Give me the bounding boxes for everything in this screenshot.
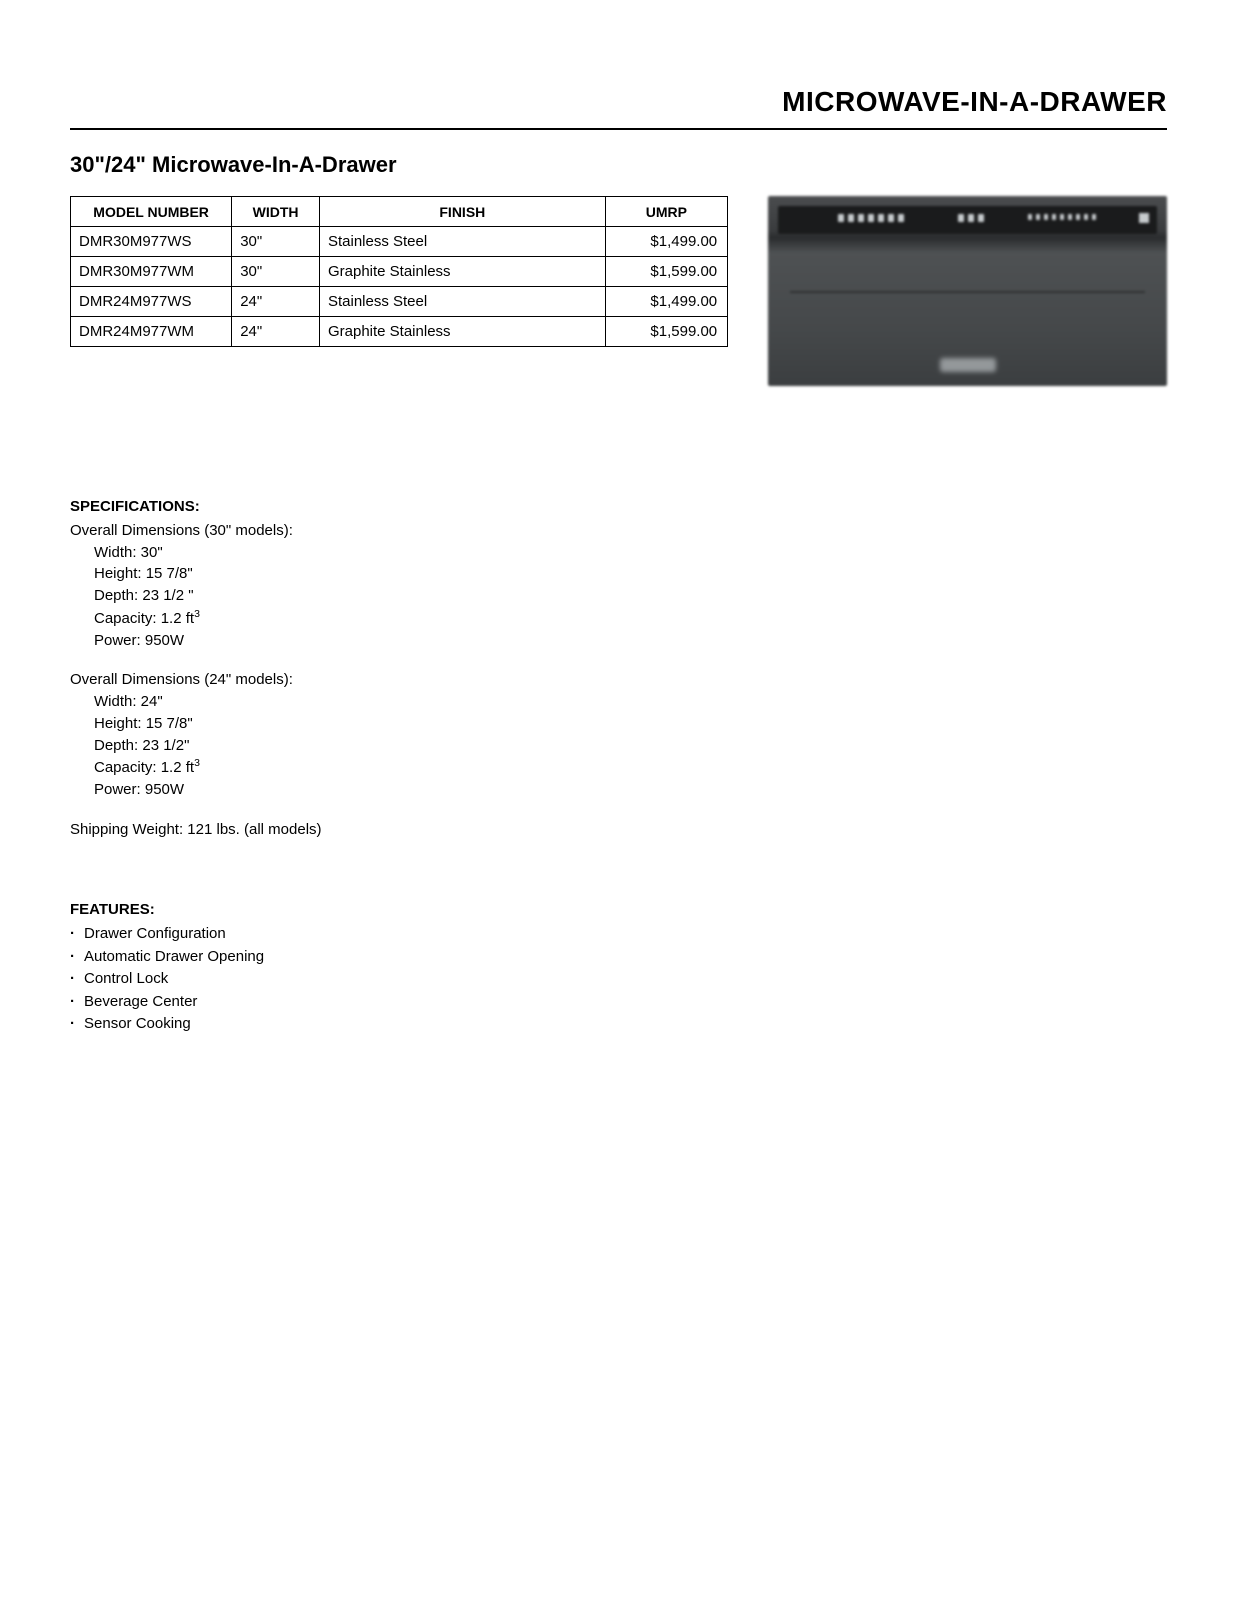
- cell-price: $1,599.00: [605, 257, 727, 287]
- col-header-finish: FINISH: [319, 197, 605, 227]
- cell-finish: Graphite Stainless: [319, 257, 605, 287]
- drawer-seam-icon: [790, 291, 1145, 293]
- features-title: FEATURES:: [70, 899, 1167, 922]
- spec-height: Height: 15 7/8": [70, 713, 1167, 735]
- spec-capacity: Capacity: 1.2 ft3: [70, 607, 1167, 630]
- product-subtitle: 30"/24" Microwave-In-A-Drawer: [70, 152, 1167, 178]
- spec-depth: Depth: 23 1/2 ": [70, 585, 1167, 607]
- feature-item: Drawer Configuration: [84, 923, 1167, 946]
- panel-indicator-icon: [1028, 214, 1096, 220]
- specifications-section: SPECIFICATIONS: Overall Dimensions (30" …: [70, 496, 1167, 841]
- cell-finish: Graphite Stainless: [319, 317, 605, 347]
- table-row: DMR24M977WM 24" Graphite Stainless $1,59…: [71, 317, 728, 347]
- panel-button-icon: [1139, 213, 1149, 223]
- cell-price: $1,599.00: [605, 317, 727, 347]
- panel-indicator-icon: [958, 214, 984, 222]
- spec-power: Power: 950W: [70, 779, 1167, 801]
- spec-capacity-value: Capacity: 1.2 ft: [94, 759, 194, 776]
- cell-price: $1,499.00: [605, 227, 727, 257]
- col-header-model: MODEL NUMBER: [71, 197, 232, 227]
- spec-height: Height: 15 7/8": [70, 563, 1167, 585]
- cell-price: $1,499.00: [605, 287, 727, 317]
- cell-model: DMR30M977WS: [71, 227, 232, 257]
- spec-group-label: Overall Dimensions (30" models):: [70, 520, 1167, 542]
- features-section: FEATURES: Drawer Configuration Automatic…: [70, 899, 1167, 1036]
- brand-logo-icon: [940, 358, 996, 372]
- spec-capacity-sup: 3: [194, 757, 200, 769]
- table-header-row: MODEL NUMBER WIDTH FINISH UMRP: [71, 197, 728, 227]
- cell-model: DMR24M977WS: [71, 287, 232, 317]
- top-row: MODEL NUMBER WIDTH FINISH UMRP DMR30M977…: [70, 196, 1167, 386]
- cell-width: 24": [232, 317, 320, 347]
- feature-item: Beverage Center: [84, 991, 1167, 1014]
- spec-shipping: Shipping Weight: 121 lbs. (all models): [70, 819, 1167, 841]
- spec-capacity-sup: 3: [194, 608, 200, 620]
- col-header-width: WIDTH: [232, 197, 320, 227]
- col-header-umrp: UMRP: [605, 197, 727, 227]
- spec-group-24: Overall Dimensions (24" models): Width: …: [70, 669, 1167, 801]
- features-list: Drawer Configuration Automatic Drawer Op…: [70, 923, 1167, 1036]
- spec-power: Power: 950W: [70, 630, 1167, 652]
- spec-width: Width: 24": [70, 691, 1167, 713]
- spec-depth: Depth: 23 1/2": [70, 735, 1167, 757]
- spec-group-label: Overall Dimensions (24" models):: [70, 669, 1167, 691]
- cell-model: DMR30M977WM: [71, 257, 232, 287]
- panel-indicator-icon: [838, 214, 904, 222]
- cell-width: 30": [232, 257, 320, 287]
- spec-width: Width: 30": [70, 542, 1167, 564]
- cell-width: 24": [232, 287, 320, 317]
- feature-item: Automatic Drawer Opening: [84, 946, 1167, 969]
- cell-finish: Stainless Steel: [319, 227, 605, 257]
- cell-finish: Stainless Steel: [319, 287, 605, 317]
- cell-width: 30": [232, 227, 320, 257]
- spec-capacity: Capacity: 1.2 ft3: [70, 756, 1167, 779]
- model-table: MODEL NUMBER WIDTH FINISH UMRP DMR30M977…: [70, 196, 728, 347]
- spec-group-30: Overall Dimensions (30" models): Width: …: [70, 520, 1167, 652]
- specs-title: SPECIFICATIONS:: [70, 496, 1167, 518]
- product-image: [768, 196, 1167, 386]
- cell-model: DMR24M977WM: [71, 317, 232, 347]
- feature-item: Sensor Cooking: [84, 1013, 1167, 1036]
- page-header: MICROWAVE-IN-A-DRAWER: [70, 80, 1167, 130]
- feature-item: Control Lock: [84, 968, 1167, 991]
- spec-capacity-value: Capacity: 1.2 ft: [94, 610, 194, 627]
- table-row: DMR24M977WS 24" Stainless Steel $1,499.0…: [71, 287, 728, 317]
- table-row: DMR30M977WS 30" Stainless Steel $1,499.0…: [71, 227, 728, 257]
- table-row: DMR30M977WM 30" Graphite Stainless $1,59…: [71, 257, 728, 287]
